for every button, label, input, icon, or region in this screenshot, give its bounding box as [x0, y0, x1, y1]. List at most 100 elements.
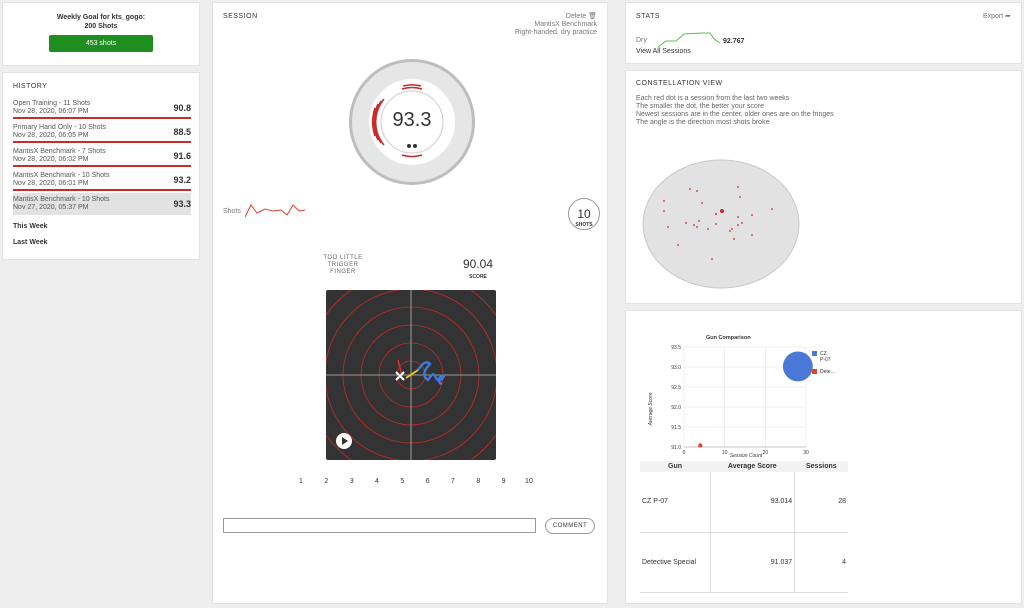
constellation-desc-line: The angle is the direction most shots br…	[636, 119, 770, 126]
cell-average-score: 91.037	[709, 532, 795, 593]
x-tick-label: 30	[803, 450, 809, 456]
chart-point	[698, 443, 703, 448]
last-week-link[interactable]: Last Week	[13, 239, 48, 246]
chart-legend: CZP-07 Dete...	[812, 351, 835, 375]
diagnosis-line: TRIGGER	[327, 262, 359, 268]
legend-swatch	[812, 369, 817, 374]
dial-score: 93.3	[392, 109, 432, 131]
diagnosis-line: FINGER	[330, 269, 356, 275]
shot-page-7[interactable]: 7	[451, 478, 455, 485]
comment-button[interactable]: COMMENT	[545, 518, 595, 534]
chart-title: Gun Comparison	[706, 335, 751, 341]
col-sessions: Sessions	[794, 461, 848, 472]
shot-score: 90.04	[462, 257, 494, 271]
history-item[interactable]: MantisX Benchmark - 7 Shots Nov 28, 2020…	[13, 145, 191, 167]
table-row: Detective Special 91.037 4	[640, 532, 848, 593]
x-axis-ticks: 0 10 20 30	[683, 450, 809, 456]
shots-count-circle: 10	[568, 198, 600, 230]
cell-average-score: 93.014	[709, 472, 795, 533]
shots-label: Shots	[223, 208, 241, 215]
col-gun: Gun	[640, 461, 710, 472]
history-item-score: 88.5	[173, 127, 191, 137]
shot-page-5[interactable]: 5	[400, 478, 405, 485]
comment-input[interactable]	[223, 518, 536, 533]
gun-table: Gun Average Score Sessions CZ P-07 93.01…	[640, 461, 848, 593]
cell-sessions: 4	[794, 532, 848, 593]
constellation-plot	[642, 159, 800, 289]
constellation-desc-line: Newest sessions are in the center, older…	[636, 111, 834, 118]
shot-page-9[interactable]: 9	[501, 478, 506, 485]
constellation-desc-line: Each red dot is a session from the last …	[636, 95, 790, 102]
x-tick-label: 10	[722, 450, 728, 456]
y-axis-ticks: 91.0 91.5 92.0 92.5 93.0 93.5	[671, 345, 681, 451]
cell-gun: CZ P-07	[640, 472, 710, 533]
cell-sessions: 28	[794, 472, 848, 533]
dry-sparkline	[658, 32, 720, 48]
export-button[interactable]: Export ➦	[982, 13, 1011, 20]
history-panel: HISTORY Open Training - 11 Shots Nov 28,…	[2, 72, 200, 260]
diagnosis-label: TOO LITTLE TRIGGER FINGER	[318, 255, 368, 276]
shots-sparkline	[245, 204, 305, 218]
legend-label: P-07	[820, 357, 831, 363]
gun-comparison-chart: Gun Comparison 91.091.592.092.593.093.5 …	[648, 335, 835, 459]
shot-page-6[interactable]: 6	[425, 478, 430, 485]
shot-score-label: SCORE	[469, 274, 487, 280]
shots-count-label: SHOTS	[575, 222, 593, 228]
y-tick-label: 91.0	[671, 445, 681, 451]
session-dots	[663, 186, 773, 260]
legend-label: CZ	[820, 351, 827, 357]
history-item-date: Nov 27, 2020, 05:37 PM	[13, 204, 89, 211]
diagnosis-line: TOO LITTLE	[323, 255, 363, 261]
constellation-header: CONSTELLATION VIEW	[636, 80, 723, 87]
this-week-link[interactable]: This Week	[13, 223, 48, 230]
weekly-goal-panel: Weekly Goal for kts_gogo: 200 Shots 453 …	[2, 2, 200, 66]
shot-page-10[interactable]: 10	[525, 478, 533, 485]
weekly-goal-target: 200 Shots	[84, 23, 118, 30]
history-item[interactable]: Primary Hand Only - 10 Shots Nov 28, 202…	[13, 121, 191, 143]
cell-gun: Detective Special	[640, 532, 710, 593]
chart-point	[782, 351, 813, 382]
delete-button[interactable]: Delete 🗑	[565, 13, 597, 20]
play-button[interactable]	[336, 433, 352, 449]
shot-page-8[interactable]: 8	[476, 478, 481, 485]
history-item-date: Nov 28, 2020, 06:07 PM	[13, 108, 89, 115]
history-item-score: 91.6	[173, 151, 191, 161]
weekly-goal-label: Weekly Goal for kts_gogo:	[56, 14, 146, 21]
score-dial	[349, 59, 475, 185]
constellation-desc-line: The smaller the dot, the better your sco…	[636, 103, 765, 110]
session-drill-name: MantisX Benchmark	[534, 21, 597, 28]
shot-pagination: 1 2 3 4 5 6 7 8 9 10	[295, 478, 535, 485]
y-tick-label: 92.0	[671, 405, 681, 411]
history-item-date: Nov 28, 2020, 06:05 PM	[13, 132, 89, 139]
constellation-description: Each red dot is a session from the last …	[636, 95, 834, 127]
shot-page-1[interactable]: 1	[299, 478, 303, 485]
history-item-score: 93.3	[173, 199, 191, 209]
legend-label: Dete...	[820, 369, 835, 375]
weekly-goal-progress-bar: 453 shots	[49, 35, 153, 52]
y-tick-label: 91.5	[671, 425, 681, 431]
shot-page-2[interactable]: 2	[324, 478, 329, 485]
weekly-goal-title: Weekly Goal for kts_gogo: 200 Shots	[3, 13, 199, 31]
x-tick-label: 0	[683, 450, 686, 456]
shot-page-4[interactable]: 4	[375, 478, 379, 485]
shot-page-3[interactable]: 3	[349, 478, 354, 485]
x-axis-label: Session Count	[730, 453, 763, 459]
history-item-date: Nov 28, 2020, 06:02 PM	[13, 156, 89, 163]
history-item-name: Open Training - 11 Shots	[13, 100, 91, 107]
history-item-name: MantisX Benchmark - 7 Shots	[13, 148, 106, 155]
col-average-score: Average Score	[710, 461, 795, 472]
legend-swatch	[812, 351, 817, 356]
history-item-selected[interactable]: MantisX Benchmark - 10 Shots Nov 27, 202…	[13, 193, 191, 215]
view-all-sessions-link[interactable]: View All Sessions	[636, 48, 691, 55]
history-item-name: Primary Hand Only - 10 Shots	[13, 124, 106, 131]
shot-trace-target	[326, 290, 496, 460]
history-item[interactable]: MantisX Benchmark - 10 Shots Nov 28, 202…	[13, 169, 191, 191]
history-item-score: 93.2	[173, 175, 191, 185]
stats-panel: STATS Export ➦ Dry 92.767 View All Sessi…	[625, 2, 1022, 64]
history-item-date: Nov 28, 2020, 06:01 PM	[13, 180, 89, 187]
play-icon	[342, 437, 348, 445]
constellation-panel: CONSTELLATION VIEW Each red dot is a ses…	[625, 70, 1022, 304]
history-header: HISTORY	[13, 83, 48, 90]
history-item[interactable]: Open Training - 11 Shots Nov 28, 2020, 0…	[13, 97, 191, 119]
session-panel: SESSION Delete 🗑 MantisX Benchmark Right…	[212, 2, 608, 604]
